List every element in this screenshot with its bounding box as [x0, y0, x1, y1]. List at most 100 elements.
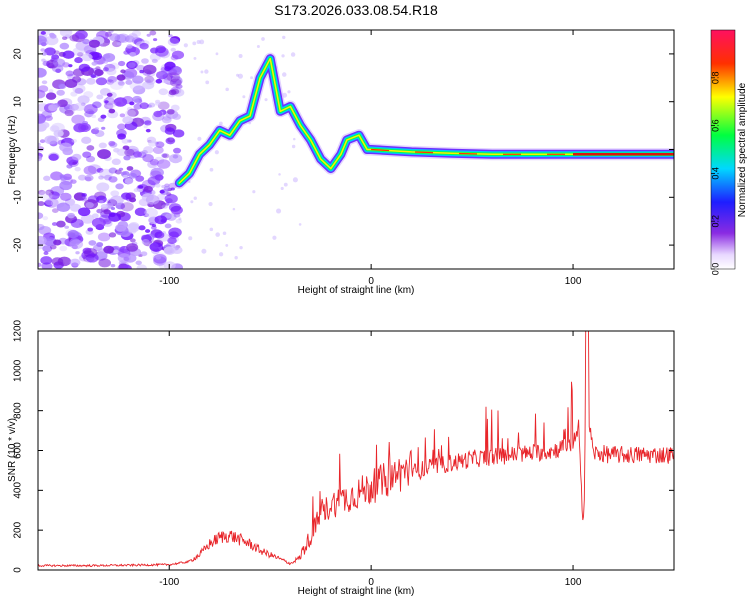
noise-blob — [158, 88, 169, 96]
snr-line — [38, 331, 674, 568]
noise-blob — [38, 262, 42, 267]
noise-blob — [168, 227, 182, 238]
noise-blob — [42, 216, 49, 221]
noise-blob — [129, 51, 137, 57]
colorbar-tick-label: 0.0 — [710, 263, 720, 276]
noise-blob — [96, 94, 104, 100]
noise-blob — [74, 166, 81, 172]
noise-blob — [83, 91, 94, 99]
noise-blob — [91, 217, 106, 228]
noise-blob — [132, 95, 142, 103]
noise-blob — [190, 200, 194, 204]
noise-blob — [141, 234, 147, 239]
noise-blob — [148, 102, 156, 108]
spectrogram-ridge — [173, 52, 674, 189]
noise-blob — [170, 187, 175, 191]
noise-blob — [149, 158, 159, 166]
noise-blob — [172, 154, 179, 159]
noise-blob — [242, 95, 246, 99]
noise-blob — [135, 175, 145, 182]
noise-blob — [95, 66, 101, 71]
noise-blob — [88, 39, 101, 48]
noise-blob — [115, 224, 127, 232]
noise-blob — [250, 76, 254, 80]
noise-blob — [133, 188, 140, 193]
noise-blob — [236, 73, 239, 77]
noise-blob — [94, 127, 99, 131]
noise-blob — [169, 78, 182, 87]
noise-blob — [154, 174, 164, 181]
noise-blob — [165, 213, 172, 219]
noise-blob — [106, 101, 116, 109]
snr-x-tick-label: 100 — [565, 577, 582, 588]
noise-blob — [290, 52, 296, 57]
spectrogram-y-tick-label: 20 — [13, 48, 24, 60]
noise-blob — [96, 242, 104, 248]
noise-blob — [120, 202, 134, 212]
noise-blob — [91, 213, 99, 219]
noise-blob — [77, 174, 87, 181]
noise-blob — [154, 215, 167, 225]
noise-blob — [118, 167, 124, 171]
noise-blob — [43, 251, 49, 255]
noise-blob — [209, 227, 214, 232]
noise-blob — [151, 223, 157, 228]
noise-blob — [293, 137, 296, 141]
noise-blob — [59, 30, 73, 37]
noise-blob — [123, 155, 131, 161]
noise-blob — [38, 155, 43, 162]
noise-blob — [48, 153, 59, 161]
noise-blob — [75, 251, 80, 255]
snr-y-tick-label: 200 — [13, 521, 24, 538]
noise-blob — [139, 42, 149, 50]
noise-blob — [59, 245, 68, 252]
noise-blob — [98, 142, 107, 149]
noise-blob — [118, 81, 125, 86]
noise-blob — [261, 37, 265, 41]
noise-blob — [38, 235, 47, 245]
noise-blob — [169, 36, 181, 44]
noise-blob — [144, 75, 155, 83]
noise-blob — [121, 192, 132, 200]
noise-blob — [117, 263, 131, 269]
noise-blob — [96, 182, 110, 192]
noise-blob — [85, 155, 96, 163]
noise-blob — [128, 228, 137, 234]
noise-blob — [67, 212, 75, 219]
noise-blob — [40, 122, 50, 129]
snr-x-tick-label: 0 — [368, 577, 374, 588]
noise-blob — [41, 80, 48, 85]
noise-blob — [88, 240, 97, 246]
noise-blob — [78, 207, 91, 217]
noise-blob — [133, 151, 142, 158]
noise-blob — [129, 197, 137, 203]
noise-blob — [65, 70, 74, 77]
noise-blob — [56, 89, 65, 96]
noise-blob — [159, 189, 165, 194]
noise-blob — [70, 179, 77, 184]
noise-blob — [205, 80, 210, 85]
snr-x-axis: -100 0 100 — [159, 331, 582, 588]
noise-blob — [147, 160, 158, 169]
noise-blob — [69, 258, 81, 267]
noise-blob — [53, 50, 60, 55]
noise-blob — [97, 232, 111, 242]
noise-blob — [168, 203, 182, 212]
noise-blob — [43, 175, 51, 182]
noise-blob — [116, 74, 126, 81]
noise-blob — [117, 60, 126, 67]
noise-blob — [154, 101, 161, 106]
noise-blob — [48, 89, 54, 93]
noise-blob — [124, 148, 135, 157]
noise-blob — [49, 33, 57, 39]
noise-blob — [117, 80, 124, 86]
noise-blob — [77, 95, 90, 105]
noise-blob — [204, 69, 209, 74]
noise-blob — [142, 64, 157, 75]
noise-blob — [153, 110, 163, 118]
colorbar-tick-label: 0.2 — [710, 215, 720, 228]
noise-blob — [110, 263, 116, 268]
noise-blob — [278, 173, 281, 176]
noise-blob — [69, 34, 80, 42]
noise-blob — [126, 243, 139, 252]
